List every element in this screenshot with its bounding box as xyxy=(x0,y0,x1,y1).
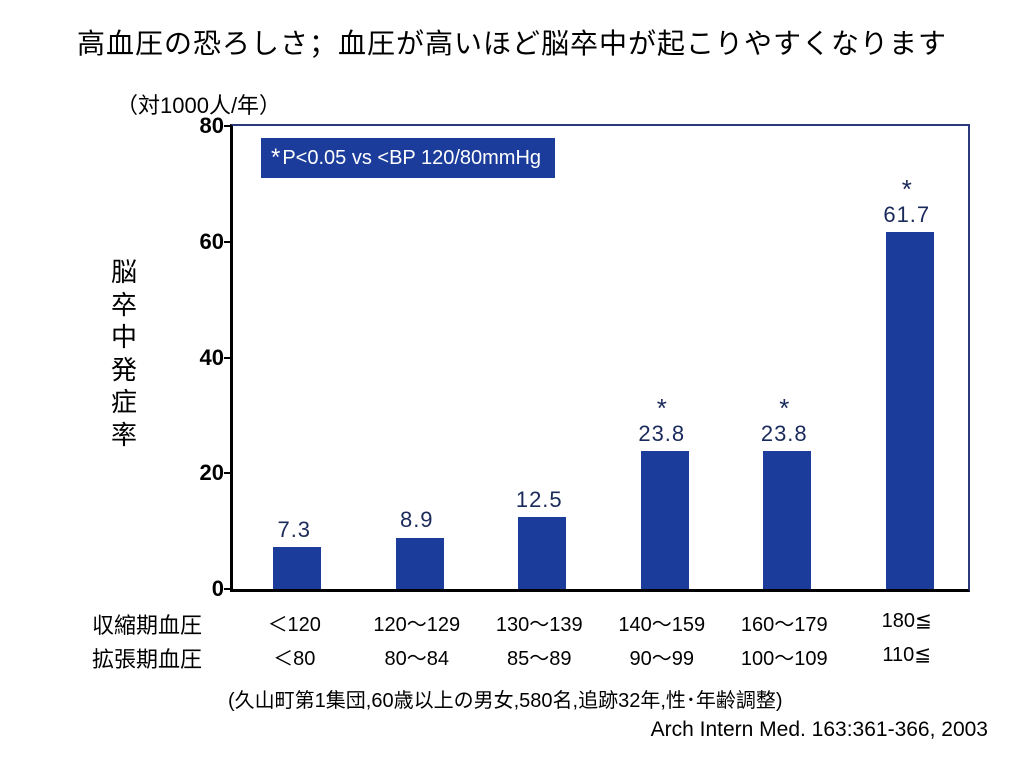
annotation-text: P<0.05 vs <BP 120/80mmHg xyxy=(282,147,541,169)
study-footnote: (久山町第1集団,60歳以上の男女,580名,追跡32年,性･年齢調整) xyxy=(228,684,783,713)
bar-value-label: 23.8 xyxy=(602,421,722,447)
page-title: 高血圧の恐ろしさ；血圧が高いほど脳卒中が起こりやすくなります xyxy=(0,22,1024,62)
bar xyxy=(641,451,689,589)
y-tick-label: 80 xyxy=(190,113,224,139)
bar xyxy=(763,451,811,589)
bar xyxy=(396,538,444,590)
chart-page: 高血圧の恐ろしさ；血圧が高いほど脳卒中が起こりやすくなります （対1000人/年… xyxy=(0,0,1024,759)
y-tick-mark xyxy=(224,125,230,127)
x-category-dbp: 100～109 xyxy=(714,642,854,671)
citation: Arch Intern Med. 163:361-366, 2003 xyxy=(651,718,988,742)
bar-value-label: 8.9 xyxy=(357,507,477,533)
asterisk-icon: * xyxy=(271,144,280,171)
dbp-row-label: 拡張期血圧 xyxy=(92,642,202,674)
y-tick-mark xyxy=(224,241,230,243)
y-axis-label: 脳卒中発症率 xyxy=(110,256,138,451)
x-category-sbp: 160～179 xyxy=(714,608,854,637)
bar xyxy=(518,517,566,589)
x-category-dbp: 110≦ xyxy=(837,642,977,667)
y-tick-mark xyxy=(224,588,230,590)
y-tick-mark xyxy=(224,472,230,474)
x-category-sbp: 180≦ xyxy=(837,608,977,633)
bar-value-label: 7.3 xyxy=(234,517,354,543)
bar-value-label: 61.7 xyxy=(847,202,967,228)
x-category-dbp: 90～99 xyxy=(592,642,732,671)
significance-star-icon: * xyxy=(754,393,814,424)
x-category-dbp: ＜80 xyxy=(224,642,364,671)
x-category-sbp: 120～129 xyxy=(347,608,487,637)
y-tick-label: 20 xyxy=(190,460,224,486)
sbp-row-label: 収縮期血圧 xyxy=(92,608,202,640)
x-category-sbp: 140～159 xyxy=(592,608,732,637)
significance-star-icon: * xyxy=(877,174,937,205)
significance-annotation: *P<0.05 vs <BP 120/80mmHg xyxy=(261,138,555,178)
bar xyxy=(273,547,321,589)
y-tick-label: 0 xyxy=(190,576,224,602)
x-category-sbp: ＜120 xyxy=(224,608,364,637)
x-category-sbp: 130～139 xyxy=(469,608,609,637)
y-tick-label: 40 xyxy=(190,345,224,371)
y-tick-label: 60 xyxy=(190,229,224,255)
bar xyxy=(886,232,934,589)
significance-star-icon: * xyxy=(632,393,692,424)
bar-value-label: 23.8 xyxy=(724,421,844,447)
y-tick-mark xyxy=(224,357,230,359)
x-category-dbp: 80～84 xyxy=(347,642,487,671)
bar-value-label: 12.5 xyxy=(479,487,599,513)
x-category-dbp: 85～89 xyxy=(469,642,609,671)
